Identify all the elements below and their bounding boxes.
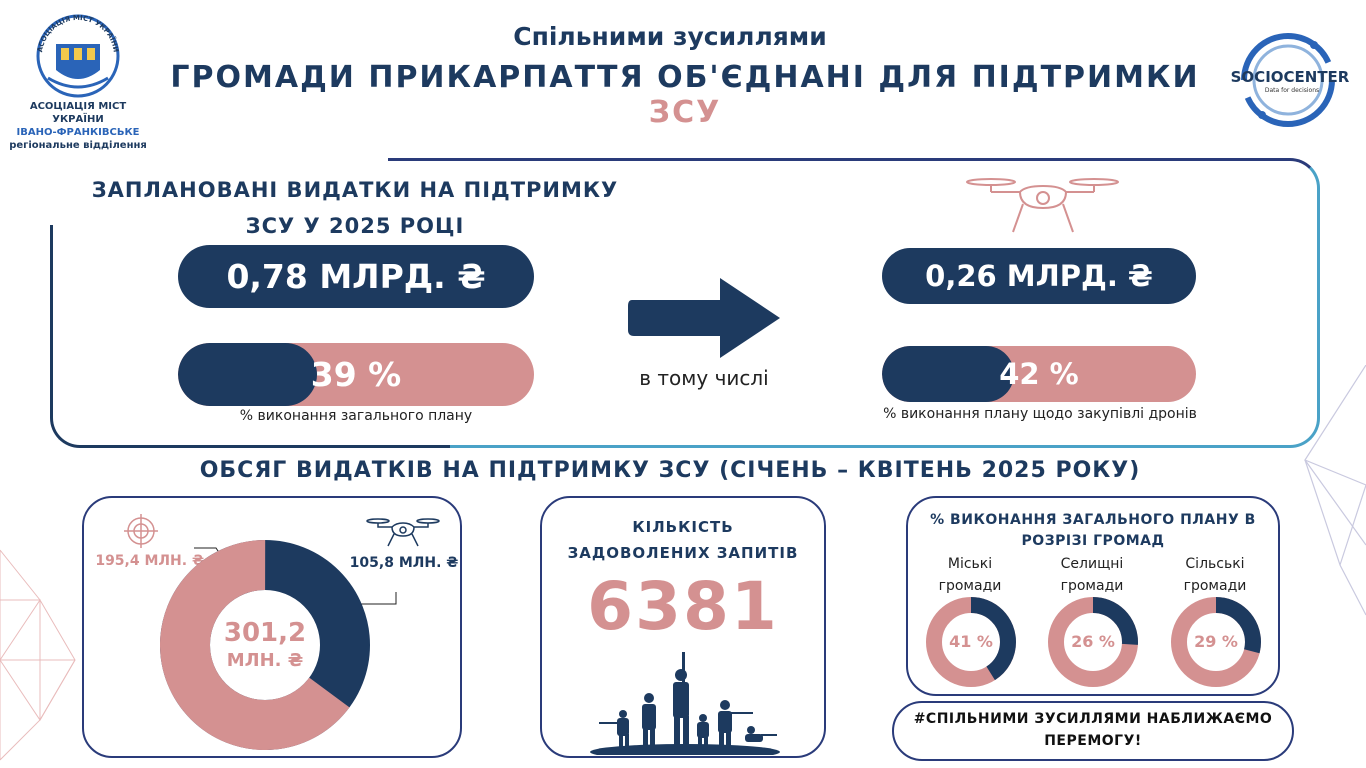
title-accent: ЗСУ — [648, 95, 722, 130]
org-name-line3: регіональне відділення — [9, 140, 147, 151]
communities-card — [906, 496, 1280, 696]
slogan-line1: #СПІЛЬНИМИ ЗУСИЛЛЯМИ НАБЛИЖАЄМО — [913, 711, 1273, 727]
slogan-text: #СПІЛЬНИМИ ЗУСИЛЛЯМИ НАБЛИЖАЄМО ПЕРЕМОГУ… — [900, 708, 1286, 752]
community-label-rural: Сільські громади — [1160, 553, 1270, 597]
sociocenter-name: SOCIOCENTER — [1231, 68, 1350, 86]
donut-total-value: 301,2 — [223, 618, 307, 648]
top-panel-border — [388, 158, 1320, 448]
community-donut-settlement-segment — [1048, 597, 1138, 687]
donut-segment-pink — [160, 540, 370, 750]
drone-progress-fill — [882, 346, 1014, 402]
weapons-amount-label: 195,4 МЛН. ₴ — [95, 553, 204, 569]
org-name-line2: ІВАНО-ФРАНКІВСЬКЕ — [16, 127, 140, 138]
community-label-settlement: Селищні громади — [1037, 553, 1147, 597]
communities-title-line1: % ВИКОНАННЯ ЗАГАЛЬНОГО ПЛАНУ В — [930, 512, 1256, 528]
slogan-line2: ПЕРЕМОГУ! — [1044, 733, 1142, 749]
total-progress-caption: % виконання загального плану — [239, 408, 473, 424]
total-progress-label: 39 % — [310, 355, 402, 394]
community-donut-settlement — [1048, 597, 1138, 687]
drone-progress-caption: % виконання плану щодо закупівлі дронів — [883, 406, 1197, 422]
top-panel-frame — [50, 225, 450, 448]
planned-title-line1: ЗАПЛАНОВАНІ ВИДАТКИ НА ПІДТРИМКУ — [91, 178, 619, 202]
community-label-settlement-line2: громади — [1060, 578, 1124, 594]
drones-amount-label: 105,8 МЛН. ₴ — [349, 555, 459, 571]
community-pct-settlement: 26 % — [1071, 632, 1115, 651]
drone-progress-label: 42 % — [999, 357, 1079, 391]
association-logo: АСОЦІАЦІЯ МІСТ УКРАЇНИ АСОЦІАЦІЯ МІСТ УК… — [8, 8, 148, 152]
org-name-line1: АСОЦІАЦІЯ МІСТ УКРАЇНИ — [29, 101, 127, 125]
community-label-settlement-line1: Селищні — [1060, 556, 1124, 572]
community-label-urban-line1: Міські — [947, 556, 993, 572]
planned-title-line2: ЗСУ У 2025 РОЦІ — [245, 214, 465, 238]
drone-amount-pill: 0,26 МЛРД. ₴ — [882, 248, 1196, 304]
community-label-rural-line2: громади — [1183, 578, 1247, 594]
decorative-polygon-right — [1304, 365, 1366, 616]
slogan-card — [892, 701, 1294, 761]
title-main: ГРОМАДИ ПРИКАРПАТТЯ ОБ'ЄДНАНІ ДЛЯ ПІДТРИ… — [170, 60, 1200, 95]
soldiers-silhouette-icon — [590, 652, 780, 755]
communities-title-line2: РОЗРІЗІ ГРОМАД — [1021, 533, 1165, 549]
page-subtitle: Спільними зусиллями — [513, 22, 827, 51]
drone-icon — [966, 178, 1119, 233]
requests-title-line1: КІЛЬКІСТЬ — [632, 518, 734, 536]
community-donut-rural-segment — [1171, 597, 1261, 687]
sociocenter-tagline: Data for decisions — [1265, 87, 1319, 94]
page-title: ГРОМАДИ ПРИКАРПАТТЯ ОБ'ЄДНАНІ ДЛЯ ПІДТРИ… — [150, 60, 1220, 130]
small-drone-icon — [366, 518, 440, 547]
drone-progress-bar: 42 % — [882, 346, 1196, 402]
community-label-urban: Міські громади — [915, 553, 1025, 597]
community-label-urban-line2: громади — [938, 578, 1002, 594]
total-amount-pill: 0,78 МЛРД. ₴ — [178, 245, 534, 308]
requests-title-line2: ЗАДОВОЛЕНИХ ЗАПИТІВ — [567, 544, 799, 562]
community-donut-urban-segment — [926, 597, 1016, 687]
total-progress-bar: 39 % — [178, 343, 534, 406]
including-label: в тому числі — [639, 366, 769, 390]
expenses-donut-chart — [160, 540, 370, 750]
donut-total-unit: МЛН. ₴ — [226, 650, 304, 671]
planned-expenses-title: ЗАПЛАНОВАНІ ВИДАТКИ НА ПІДТРИМКУ ЗСУ У 2… — [70, 172, 640, 244]
expenses-volume-title: ОБСЯГ ВИДАТКІВ НА ПІДТРИМКУ ЗСУ (СІЧЕНЬ … — [199, 458, 1141, 483]
community-pct-rural: 29 % — [1194, 632, 1238, 651]
association-seal-icon: АСОЦІАЦІЯ МІСТ УКРАЇНИ — [36, 14, 120, 98]
arrow-right-icon — [628, 278, 780, 358]
community-label-rural-line1: Сільські — [1185, 556, 1245, 572]
community-donut-urban — [926, 597, 1016, 687]
community-pct-urban: 41 % — [949, 632, 993, 651]
sociocenter-logo: SOCIOCENTER Data for decisions — [1231, 33, 1350, 127]
decorative-polygon-left — [0, 549, 76, 761]
target-crosshair-icon — [124, 514, 158, 548]
requests-title: КІЛЬКІСТЬ ЗАДОВОЛЕНИХ ЗАПИТІВ — [545, 514, 821, 566]
requests-count: 6381 — [587, 568, 779, 645]
community-donut-rural — [1171, 597, 1261, 687]
communities-title: % ВИКОНАННЯ ЗАГАЛЬНОГО ПЛАНУ В РОЗРІЗІ Г… — [912, 510, 1274, 552]
total-progress-fill — [178, 343, 317, 406]
